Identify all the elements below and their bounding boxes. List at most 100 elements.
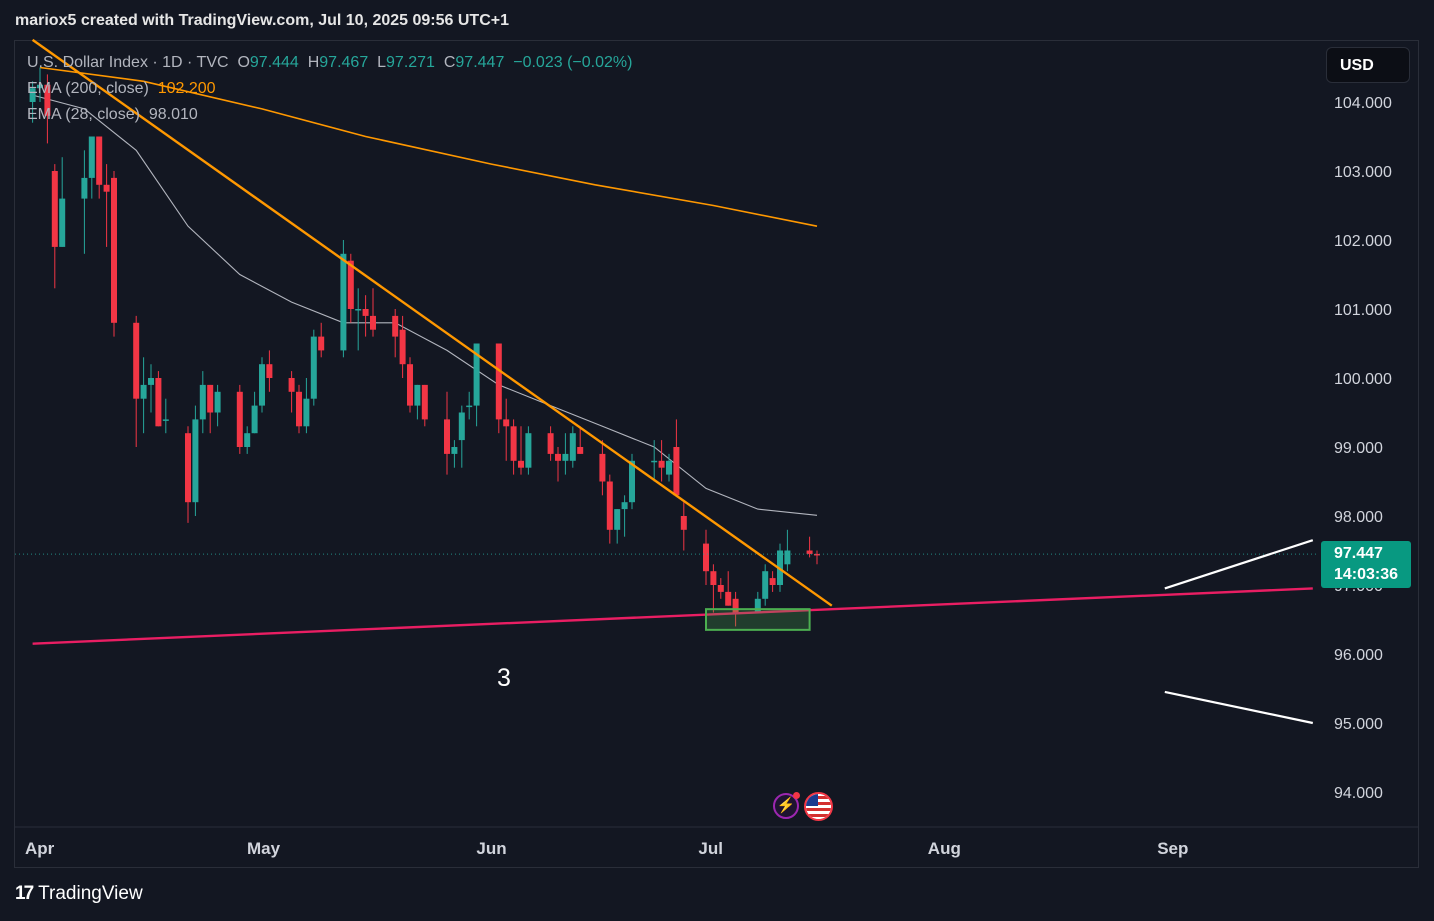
candle-body[interactable] <box>266 364 273 378</box>
candle-body[interactable] <box>599 453 606 482</box>
candle-body[interactable] <box>51 171 58 247</box>
candle-body[interactable] <box>762 571 769 599</box>
bar-countdown: 14:03:36 <box>1334 566 1399 583</box>
candle-body[interactable] <box>710 571 717 585</box>
candle-body[interactable] <box>503 419 510 427</box>
candle-body[interactable] <box>680 516 687 530</box>
candle-body[interactable] <box>547 433 554 454</box>
candle-body[interactable] <box>88 136 95 178</box>
candle-body[interactable] <box>725 591 732 606</box>
candle-body[interactable] <box>44 84 51 116</box>
candle-body[interactable] <box>414 384 421 406</box>
candle-body[interactable] <box>473 343 480 406</box>
candle-body[interactable] <box>199 384 206 420</box>
candle-body[interactable] <box>318 336 325 351</box>
candle-body[interactable] <box>606 481 613 530</box>
candle-body[interactable] <box>207 384 214 413</box>
projection-up-line[interactable] <box>1164 539 1314 590</box>
candle-body[interactable] <box>784 550 791 565</box>
candle-body[interactable] <box>651 460 658 463</box>
candle-body[interactable] <box>214 391 221 413</box>
low-value: 97.271 <box>386 54 435 71</box>
ema28-legend[interactable]: EMA (28, close) 98.010 <box>27 106 198 124</box>
candle-body[interactable] <box>814 553 820 556</box>
candle-body[interactable] <box>362 309 369 316</box>
candle-body[interactable] <box>81 177 88 199</box>
candle-body[interactable] <box>629 460 635 503</box>
projection-down-line[interactable] <box>1164 690 1314 725</box>
candle-body[interactable] <box>732 598 739 613</box>
candle-body[interactable] <box>296 391 302 427</box>
us-flag-icon[interactable] <box>804 792 833 821</box>
candle-body[interactable] <box>444 419 450 454</box>
candle-body[interactable] <box>162 419 169 421</box>
candle-body[interactable] <box>555 453 561 461</box>
symbol-name: U.S. Dollar Index · 1D · TVC <box>27 54 229 71</box>
candle-body[interactable] <box>717 585 724 592</box>
candle-body[interactable] <box>288 378 295 392</box>
candle-body[interactable] <box>310 336 317 399</box>
high-value: 97.467 <box>319 54 369 71</box>
chart-attribution: mariox5 created with TradingView.com, Ju… <box>15 12 509 29</box>
candle-body[interactable] <box>451 447 458 454</box>
candle-body[interactable] <box>303 398 310 427</box>
candle-body[interactable] <box>259 364 265 406</box>
close-value: 97.447 <box>455 54 505 71</box>
candle-body[interactable] <box>658 460 665 468</box>
candle-body[interactable] <box>59 198 66 247</box>
candle-body[interactable] <box>407 364 413 406</box>
candle-body[interactable] <box>133 322 140 399</box>
candle-body[interactable] <box>577 447 584 454</box>
candle-body[interactable] <box>673 447 680 496</box>
candle-body[interactable] <box>29 88 36 102</box>
candle-body[interactable] <box>37 84 43 89</box>
candle-body[interactable] <box>754 598 761 613</box>
candle-body[interactable] <box>769 578 776 585</box>
currency-button[interactable]: USD <box>1326 47 1410 83</box>
candle-body[interactable] <box>621 502 628 510</box>
candle-body[interactable] <box>392 315 399 337</box>
candle-body[interactable] <box>399 329 406 365</box>
candle-body[interactable] <box>103 184 110 192</box>
candle-body[interactable] <box>421 384 428 420</box>
candle-body[interactable] <box>614 509 621 530</box>
ema200-legend[interactable]: EMA (200, close) 102.200 <box>27 80 216 98</box>
candle-body[interactable] <box>347 260 354 309</box>
candle-body[interactable] <box>140 384 147 399</box>
lightning-icon[interactable]: ⚡ <box>773 793 799 819</box>
downtrend-line[interactable] <box>31 38 833 607</box>
candle-body[interactable] <box>562 453 569 461</box>
candle-body[interactable] <box>666 460 672 475</box>
candle-body[interactable] <box>569 433 576 461</box>
candle-body[interactable] <box>251 405 258 434</box>
support-line[interactable] <box>32 587 1313 645</box>
candle-body[interactable] <box>510 426 517 461</box>
candle-body[interactable] <box>495 343 502 420</box>
candle-body[interactable] <box>458 412 465 441</box>
brand-name: TradingView <box>38 883 143 904</box>
candle-body[interactable] <box>806 550 813 554</box>
candle-body[interactable] <box>525 433 532 468</box>
candle-body[interactable] <box>236 391 243 447</box>
candle-body[interactable] <box>96 136 103 185</box>
candle-body[interactable] <box>111 177 117 323</box>
y-axis-tick-label: 104.000 <box>1334 95 1392 112</box>
candle-body[interactable] <box>148 378 154 385</box>
candle-body[interactable] <box>340 253 347 351</box>
tradingview-logo[interactable]: 17 TradingView <box>15 883 143 905</box>
y-axis-tick-label: 101.000 <box>1334 302 1392 319</box>
x-axis-tick-label: May <box>247 839 281 858</box>
demand-zone[interactable] <box>705 608 811 631</box>
wave-label: 3 <box>497 664 511 692</box>
candle-body[interactable] <box>370 315 376 330</box>
candle-body[interactable] <box>466 405 473 408</box>
candle-body[interactable] <box>703 543 709 572</box>
candle-body[interactable] <box>192 419 199 503</box>
candle-body[interactable] <box>518 460 524 468</box>
y-axis-tick-label: 99.000 <box>1334 440 1383 457</box>
candle-body[interactable] <box>185 433 191 503</box>
candle-body[interactable] <box>244 433 251 447</box>
candle-body[interactable] <box>355 309 362 311</box>
candle-body[interactable] <box>155 378 162 427</box>
